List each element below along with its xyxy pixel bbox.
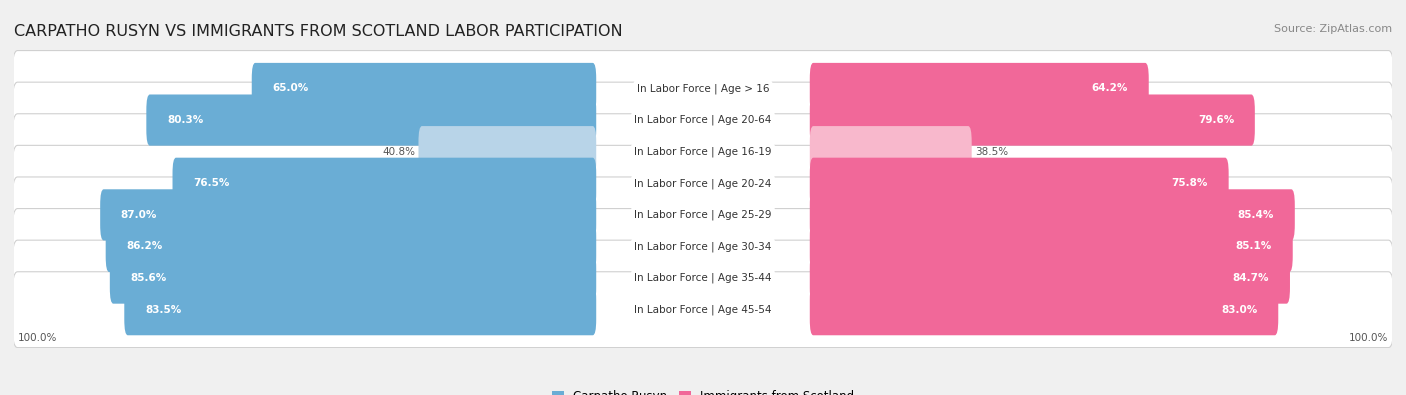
FancyBboxPatch shape xyxy=(13,82,1393,158)
FancyBboxPatch shape xyxy=(252,63,596,114)
FancyBboxPatch shape xyxy=(810,252,1289,304)
Text: 80.3%: 80.3% xyxy=(167,115,204,125)
FancyBboxPatch shape xyxy=(810,94,1254,146)
Text: In Labor Force | Age 16-19: In Labor Force | Age 16-19 xyxy=(634,147,772,157)
Text: 40.8%: 40.8% xyxy=(382,147,415,157)
Text: 79.6%: 79.6% xyxy=(1198,115,1234,125)
Text: In Labor Force | Age 20-64: In Labor Force | Age 20-64 xyxy=(634,115,772,125)
FancyBboxPatch shape xyxy=(124,284,596,335)
Text: In Labor Force | Age 20-24: In Labor Force | Age 20-24 xyxy=(634,178,772,188)
Text: 64.2%: 64.2% xyxy=(1091,83,1128,94)
FancyBboxPatch shape xyxy=(13,177,1393,253)
Text: 85.4%: 85.4% xyxy=(1237,210,1274,220)
FancyBboxPatch shape xyxy=(13,209,1393,284)
Text: 100.0%: 100.0% xyxy=(1350,333,1389,343)
FancyBboxPatch shape xyxy=(810,158,1229,209)
Text: In Labor Force | Age 45-54: In Labor Force | Age 45-54 xyxy=(634,305,772,315)
Text: 100.0%: 100.0% xyxy=(17,333,56,343)
FancyBboxPatch shape xyxy=(13,51,1393,126)
Text: In Labor Force | Age > 16: In Labor Force | Age > 16 xyxy=(637,83,769,94)
Text: In Labor Force | Age 30-34: In Labor Force | Age 30-34 xyxy=(634,241,772,252)
FancyBboxPatch shape xyxy=(110,252,596,304)
FancyBboxPatch shape xyxy=(173,158,596,209)
FancyBboxPatch shape xyxy=(146,94,596,146)
FancyBboxPatch shape xyxy=(100,189,596,241)
FancyBboxPatch shape xyxy=(810,221,1292,272)
FancyBboxPatch shape xyxy=(13,240,1393,316)
FancyBboxPatch shape xyxy=(13,272,1393,348)
Text: 83.0%: 83.0% xyxy=(1222,305,1257,315)
FancyBboxPatch shape xyxy=(810,126,972,177)
Text: CARPATHO RUSYN VS IMMIGRANTS FROM SCOTLAND LABOR PARTICIPATION: CARPATHO RUSYN VS IMMIGRANTS FROM SCOTLA… xyxy=(14,24,623,39)
Text: 85.6%: 85.6% xyxy=(131,273,167,283)
Text: 38.5%: 38.5% xyxy=(976,147,1008,157)
Text: 87.0%: 87.0% xyxy=(121,210,157,220)
FancyBboxPatch shape xyxy=(13,114,1393,190)
Text: 84.7%: 84.7% xyxy=(1233,273,1270,283)
Text: In Labor Force | Age 35-44: In Labor Force | Age 35-44 xyxy=(634,273,772,283)
FancyBboxPatch shape xyxy=(13,145,1393,221)
Text: 76.5%: 76.5% xyxy=(193,178,229,188)
FancyBboxPatch shape xyxy=(105,221,596,272)
FancyBboxPatch shape xyxy=(810,189,1295,241)
Text: Source: ZipAtlas.com: Source: ZipAtlas.com xyxy=(1274,24,1392,34)
FancyBboxPatch shape xyxy=(810,284,1278,335)
Text: In Labor Force | Age 25-29: In Labor Force | Age 25-29 xyxy=(634,210,772,220)
Text: 65.0%: 65.0% xyxy=(273,83,309,94)
Text: 85.1%: 85.1% xyxy=(1236,241,1272,252)
Text: 83.5%: 83.5% xyxy=(145,305,181,315)
Text: 75.8%: 75.8% xyxy=(1171,178,1208,188)
FancyBboxPatch shape xyxy=(810,63,1149,114)
Text: 86.2%: 86.2% xyxy=(127,241,163,252)
FancyBboxPatch shape xyxy=(419,126,596,177)
Legend: Carpatho Rusyn, Immigrants from Scotland: Carpatho Rusyn, Immigrants from Scotland xyxy=(547,385,859,395)
